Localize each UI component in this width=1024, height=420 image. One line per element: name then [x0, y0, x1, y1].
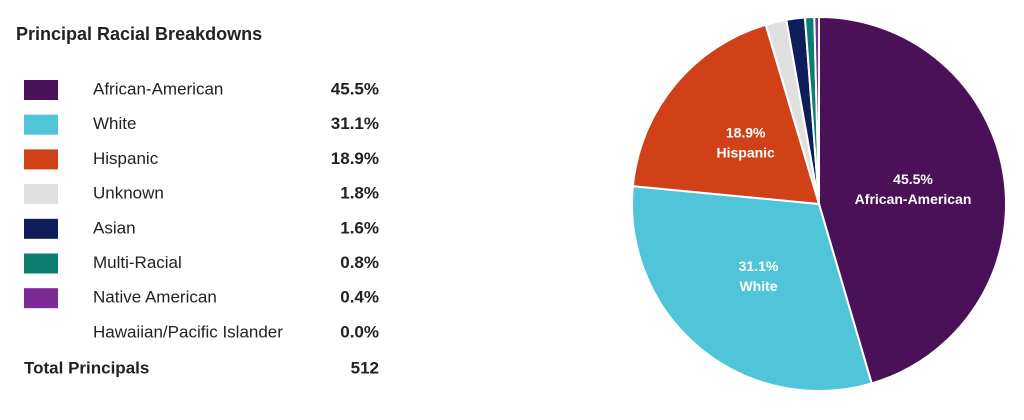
legend-swatch: [24, 218, 58, 239]
legend-swatch: [24, 253, 58, 274]
pie-slice: [818, 15, 1007, 385]
chart-title: Principal Racial Breakdowns: [16, 24, 262, 44]
legend-swatch: [24, 149, 58, 170]
legend-label: Native American: [93, 288, 217, 307]
legend-value: 0.4%: [340, 288, 379, 307]
total-value: 512: [351, 358, 379, 377]
legend-value: 0.8%: [340, 253, 379, 272]
legend-value: 31.1%: [331, 114, 379, 133]
slice-value-label: 31.1%: [739, 258, 779, 274]
legend-value: 18.9%: [331, 149, 379, 168]
slice-value-label: 18.9%: [726, 124, 766, 140]
slice-category-label: White: [739, 278, 777, 294]
legend-label: Hawaiian/Pacific Islander: [93, 322, 283, 341]
legend-value: 1.8%: [340, 184, 379, 203]
pie-slice: [813, 15, 820, 205]
legend-label: African-American: [93, 79, 223, 98]
legend-swatch: [24, 184, 58, 205]
total-label: Total Principals: [24, 358, 149, 377]
legend-value: 0.0%: [340, 322, 379, 341]
legend-label: Multi-Racial: [93, 253, 182, 272]
pie-slice: [631, 185, 873, 392]
legend-value: 1.6%: [340, 218, 379, 237]
slice-category-label: African-American: [855, 191, 972, 207]
slice-category-label: Hispanic: [716, 144, 775, 160]
legend-label: White: [93, 114, 136, 133]
legend-value: 45.5%: [331, 79, 379, 98]
legend-swatch: [24, 114, 58, 135]
legend-label: Unknown: [93, 184, 164, 203]
slice-value-label: 45.5%: [893, 171, 933, 187]
legend-label: Hispanic: [93, 149, 159, 168]
pie-slice: [631, 23, 821, 206]
legend-swatch: [24, 80, 58, 100]
legend-swatch: [24, 288, 58, 309]
legend-label: Asian: [93, 218, 136, 237]
